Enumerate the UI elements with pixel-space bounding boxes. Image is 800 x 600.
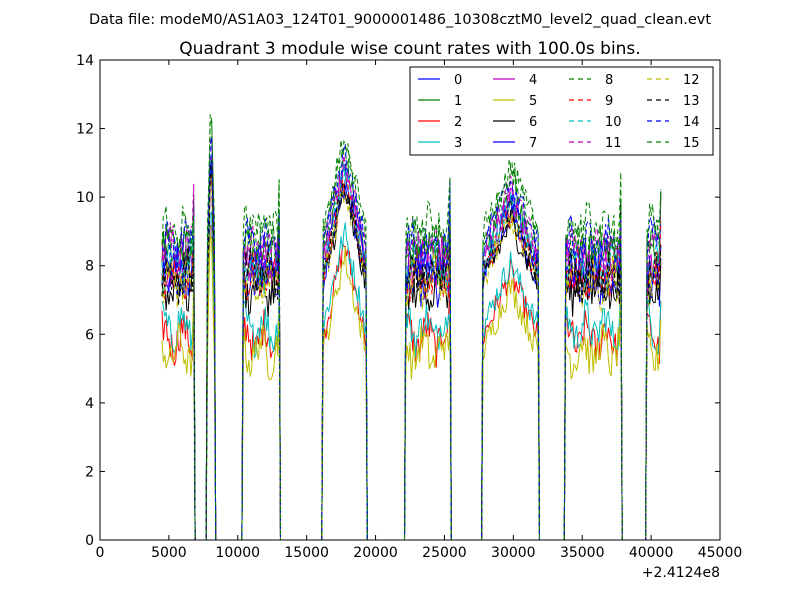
y-tick-label: 12 — [76, 122, 94, 138]
legend-label: 10 — [605, 115, 622, 130]
legend-label: 7 — [529, 136, 537, 151]
legend-label: 8 — [605, 73, 613, 88]
y-tick-label: 6 — [85, 327, 94, 343]
plot-data-layer — [161, 114, 662, 540]
legend-frame — [409, 66, 714, 156]
series-line-9 — [161, 175, 662, 540]
y-tick-label: 2 — [85, 464, 94, 480]
y-tick-label: 4 — [85, 396, 94, 412]
x-tick-label: 40000 — [629, 545, 674, 561]
x-offset-label: +2.4124e8 — [642, 565, 720, 581]
chart-title: Quadrant 3 module wise count rates with … — [179, 39, 640, 59]
y-tick-label: 14 — [76, 53, 94, 69]
x-tick-label: 25000 — [422, 545, 467, 561]
legend-label: 1 — [454, 94, 462, 109]
x-tick-label: 0 — [96, 545, 105, 561]
series-line-14 — [161, 136, 662, 540]
x-tick-label: 5000 — [151, 545, 187, 561]
legend-label: 14 — [683, 115, 700, 130]
legend-label: 9 — [605, 94, 613, 109]
legend-label: 6 — [529, 115, 537, 130]
legend-label: 13 — [683, 94, 700, 109]
y-tick-label: 0 — [85, 533, 94, 549]
series-line-2 — [161, 224, 662, 540]
x-tick-label: 20000 — [353, 545, 398, 561]
x-tick-label: 35000 — [560, 545, 605, 561]
plot-frame — [99, 59, 721, 541]
legend-label: 5 — [529, 94, 537, 109]
y-tick-label: 8 — [85, 259, 94, 275]
series-line-15 — [161, 114, 662, 540]
series-line-13 — [161, 160, 662, 540]
series-line-11 — [161, 137, 662, 540]
legend-label: 3 — [454, 136, 462, 151]
legend-label: 15 — [683, 136, 700, 151]
y-tick-label: 10 — [76, 190, 94, 206]
figure-suptitle: Data file: modeM0/AS1A03_124T01_90000014… — [89, 12, 711, 28]
legend-label: 12 — [683, 73, 700, 88]
x-tick-label: 30000 — [491, 545, 536, 561]
legend-label: 4 — [529, 73, 537, 88]
x-tick-label: 45000 — [698, 545, 743, 561]
legend-label: 11 — [605, 136, 622, 151]
axis-ticks: 0 5000 10000 15000 20000 25000 30000 35000 40000… — [76, 53, 742, 561]
x-tick-label: 15000 — [284, 545, 329, 561]
legend-label: 2 — [454, 115, 462, 130]
series-line-7 — [161, 163, 662, 540]
x-tick-label: 10000 — [216, 545, 261, 561]
series-line-5 — [161, 235, 662, 540]
series-line-6 — [161, 167, 662, 540]
legend-label: 0 — [454, 73, 462, 88]
